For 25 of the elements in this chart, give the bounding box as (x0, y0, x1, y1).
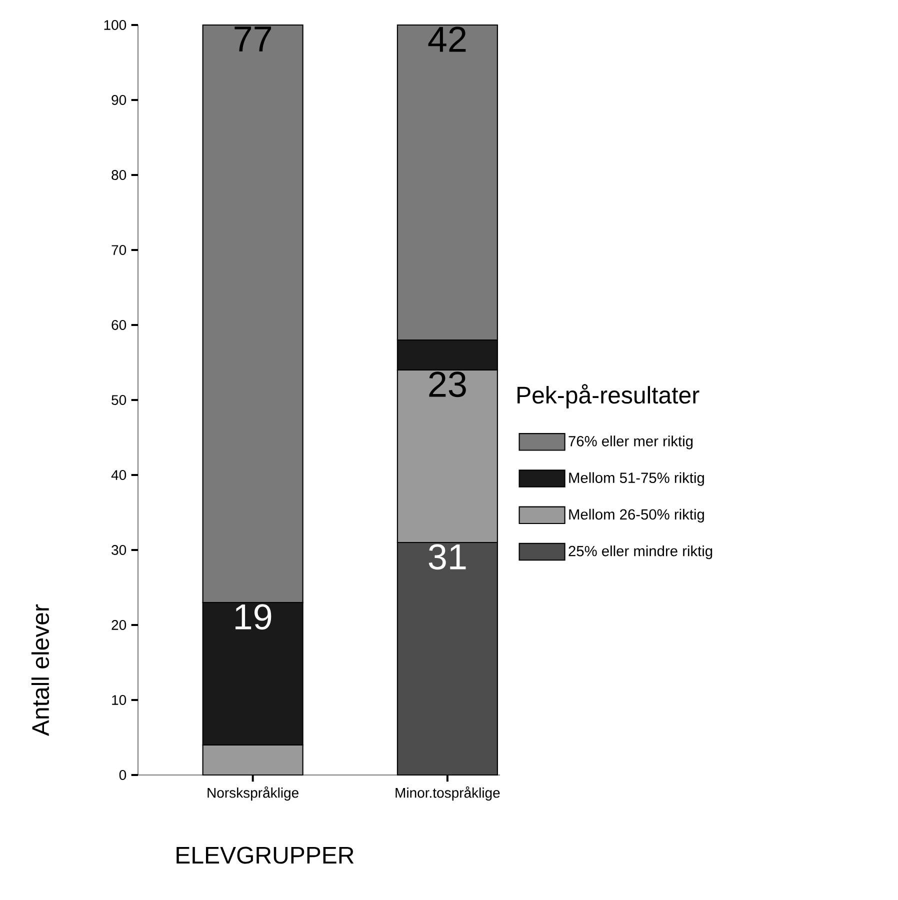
y-tick-label: 30 (112, 545, 126, 555)
y-tick-label: 70 (112, 245, 126, 255)
data-label: 23 (429, 372, 466, 398)
legend-label: 76% eller mer riktig (568, 436, 693, 450)
y-tick-label: 100 (104, 20, 126, 30)
data-label: 77 (234, 26, 272, 52)
legend-title: Pek-på-resultater (518, 384, 700, 408)
y-tick-label: 50 (112, 395, 126, 405)
x-tick-label: Minor.tospråklige (396, 786, 500, 801)
y-tick-label: 90 (112, 95, 126, 105)
x-axis-title: ELEVGRUPPER (176, 846, 354, 864)
y-tick-label: 40 (111, 470, 126, 480)
legend-label: Mellom 26-50% riktig (569, 508, 704, 523)
legend-label: Mellom 51-75% riktig (569, 472, 704, 486)
data-label: 19 (236, 604, 272, 630)
data-label: 42 (428, 26, 466, 52)
x-tick-label: Norskspråklige (208, 786, 298, 801)
data-label: 31 (428, 544, 466, 570)
legend-label: 25% eller mindre riktig (568, 545, 712, 560)
y-tick-label: 80 (112, 170, 126, 180)
y-tick-label: 20 (112, 620, 126, 630)
y-axis-title: Antall elever (31, 604, 50, 736)
y-tick-label: 10 (112, 695, 126, 705)
y-tick-label: 60 (112, 320, 126, 330)
y-tick-label: 0 (119, 770, 126, 780)
